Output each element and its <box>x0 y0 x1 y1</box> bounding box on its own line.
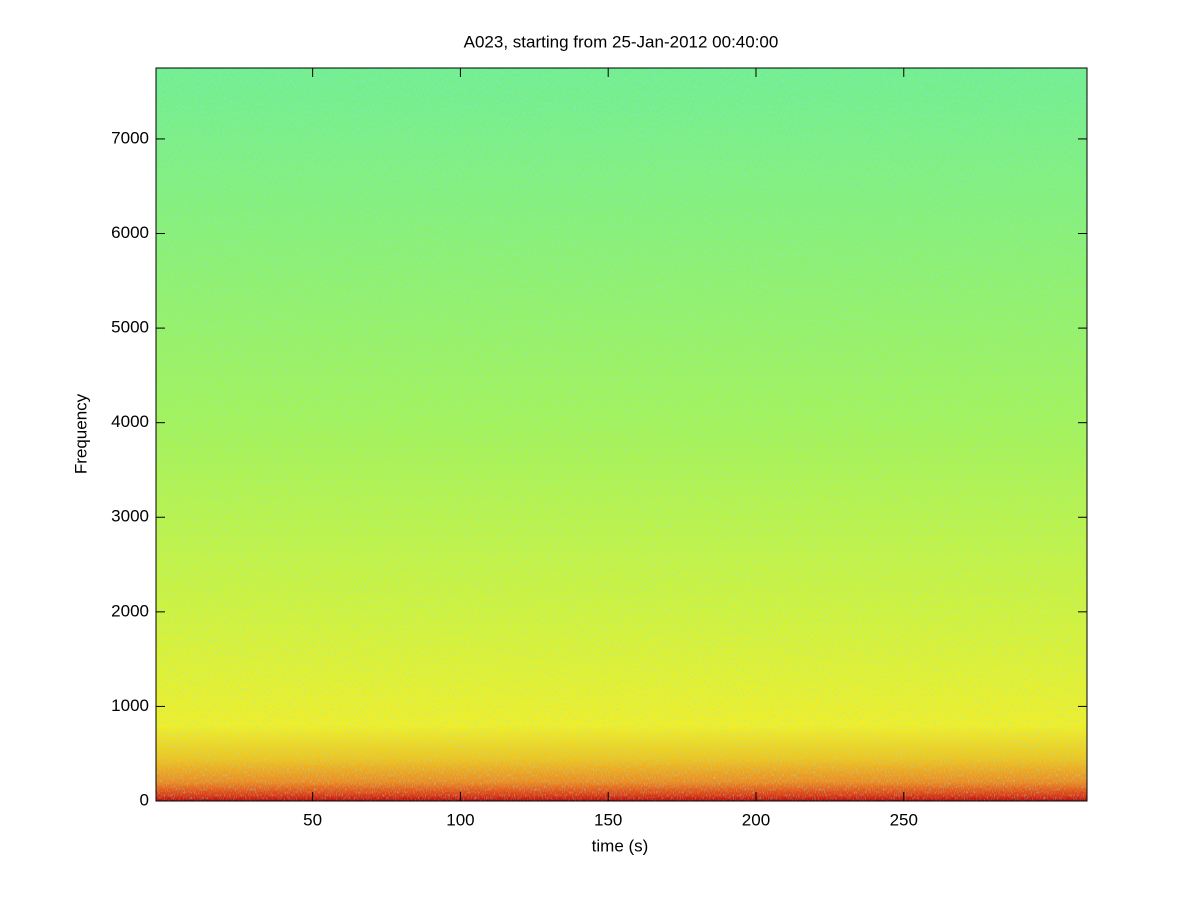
x-tick-label: 250 <box>890 810 918 829</box>
y-tick-label: 4000 <box>111 412 149 431</box>
y-tick-label: 3000 <box>111 507 149 526</box>
x-tick-label: 150 <box>594 810 622 829</box>
spectrogram-texture <box>156 68 1087 801</box>
x-tick-label: 50 <box>303 810 322 829</box>
y-tick-label: 5000 <box>111 318 149 337</box>
chart-title: A023, starting from 25-Jan-2012 00:40:00 <box>464 32 779 51</box>
plot-frame <box>155 67 1088 802</box>
x-tick-label: 100 <box>446 810 474 829</box>
y-tick-label: 6000 <box>111 223 149 242</box>
y-axis-label: Frequency <box>71 393 90 474</box>
y-tick-label: 2000 <box>111 601 149 620</box>
y-tick-label: 7000 <box>111 128 149 147</box>
y-tick-label: 0 <box>140 790 149 809</box>
x-tick-label: 200 <box>742 810 770 829</box>
y-tick-label: 1000 <box>111 696 149 715</box>
x-axis-label: time (s) <box>592 836 649 855</box>
